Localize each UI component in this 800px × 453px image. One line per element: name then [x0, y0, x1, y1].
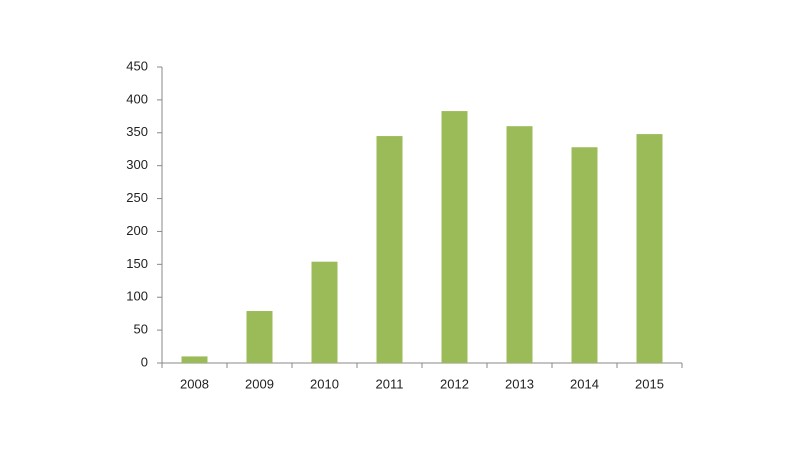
y-tick-label: 400: [126, 91, 148, 106]
bar: [376, 136, 403, 363]
bar: [181, 356, 208, 363]
x-tick-label: 2014: [570, 376, 599, 391]
bar: [636, 134, 663, 363]
x-tick-label: 2013: [505, 376, 534, 391]
x-tick-label: 2010: [310, 376, 339, 391]
bar: [441, 111, 468, 364]
bar: [246, 311, 273, 363]
x-tick-label: 2008: [180, 376, 209, 391]
x-tick-label: 2009: [245, 376, 274, 391]
y-tick-label: 200: [126, 223, 148, 238]
x-tick-label: 2012: [440, 376, 469, 391]
y-tick-label: 100: [126, 289, 148, 304]
x-tick-label: 2015: [635, 376, 664, 391]
bar: [311, 261, 338, 363]
bar: [506, 126, 533, 363]
y-tick-label: 450: [126, 58, 148, 73]
bar: [571, 147, 598, 363]
y-tick-label: 350: [126, 124, 148, 139]
y-tick-label: 50: [134, 322, 148, 337]
y-tick-label: 300: [126, 157, 148, 172]
y-tick-label: 0: [141, 354, 148, 369]
y-tick-label: 250: [126, 190, 148, 205]
y-tick-label: 150: [126, 256, 148, 271]
x-tick-label: 2011: [376, 376, 404, 391]
